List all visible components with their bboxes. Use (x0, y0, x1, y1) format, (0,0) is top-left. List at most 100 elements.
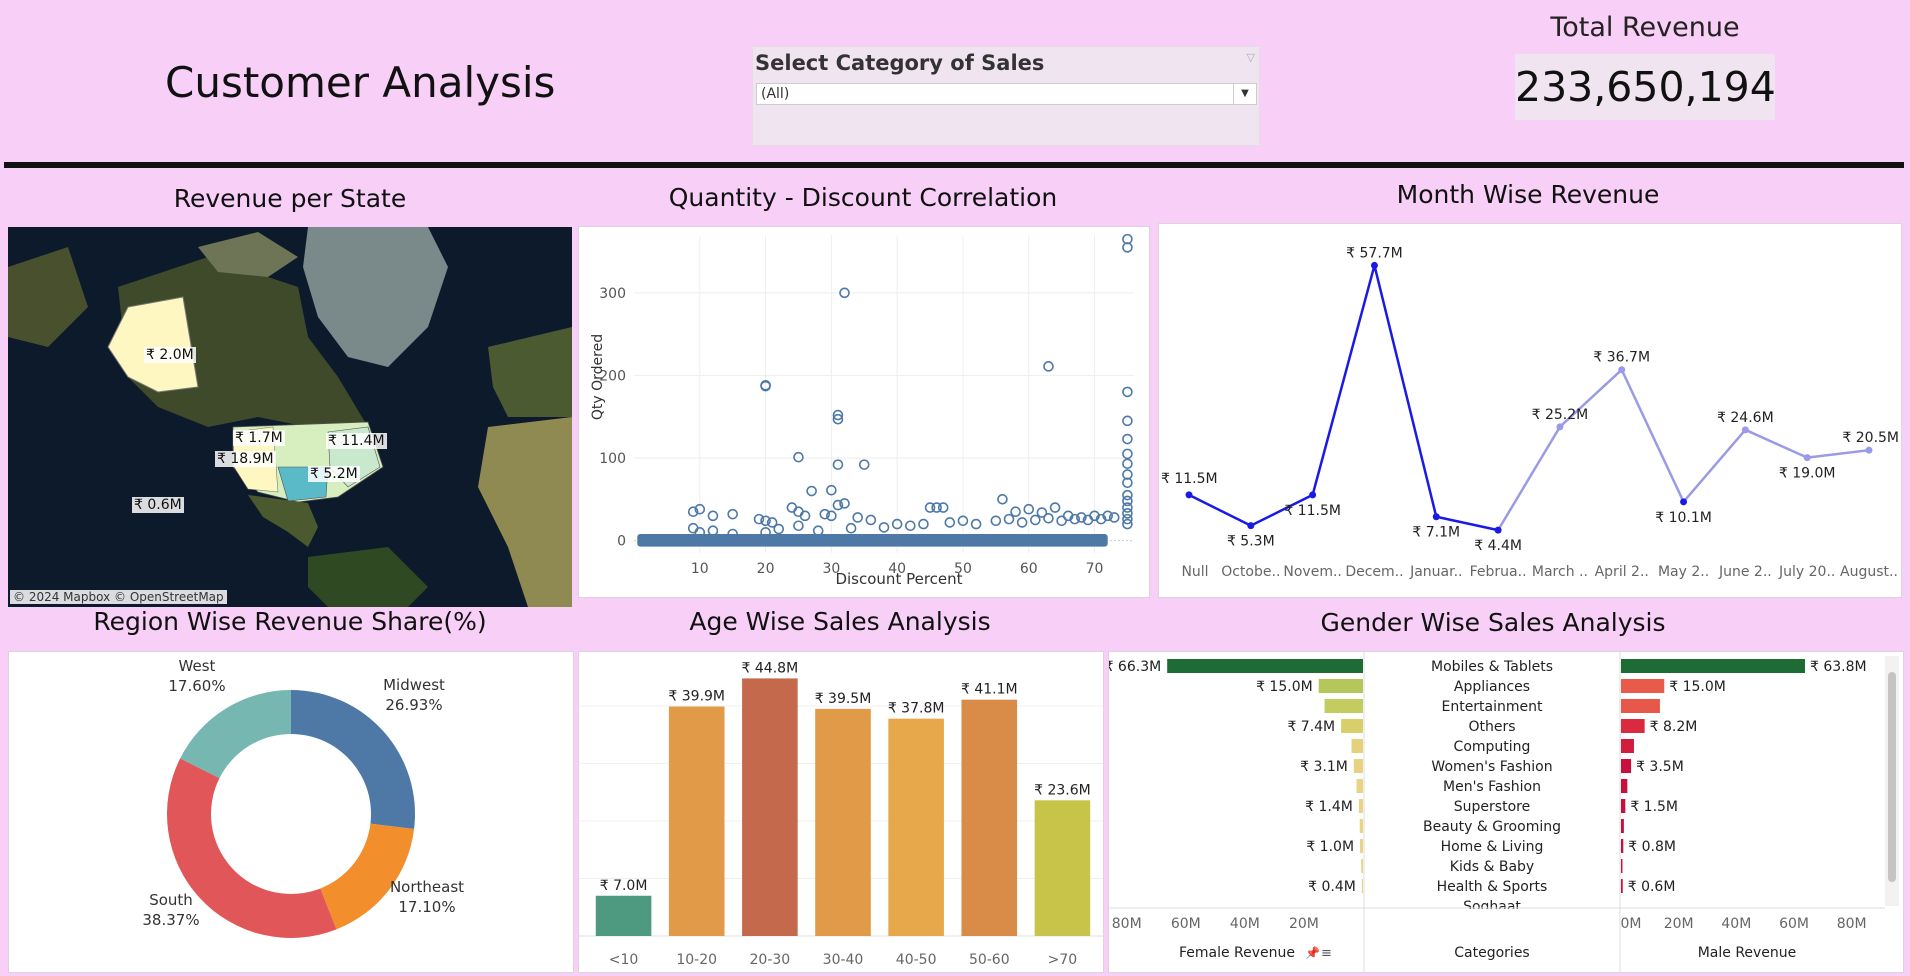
female-bar[interactable] (1359, 819, 1363, 833)
scatter-point[interactable] (1036, 507, 1048, 518)
gender-scrollbar-thumb[interactable] (1888, 672, 1896, 882)
age-bar[interactable] (961, 699, 1018, 936)
scatter-point[interactable] (806, 485, 817, 497)
scatter-point[interactable] (1076, 512, 1087, 523)
month-point[interactable] (1680, 498, 1688, 506)
scatter-point[interactable] (760, 380, 771, 392)
scatter-point[interactable] (1049, 502, 1061, 513)
scatter-point[interactable] (1122, 489, 1133, 501)
scatter-point[interactable] (865, 514, 877, 526)
scatter-point[interactable] (753, 513, 765, 525)
scatter-point[interactable] (687, 522, 699, 534)
scatter-point[interactable] (924, 502, 936, 513)
scatter-point[interactable] (687, 506, 699, 518)
male-bar[interactable] (1621, 839, 1624, 853)
revenue-map[interactable]: ₹ 2.0M ₹ 1.7M ₹ 11.4M ₹ 18.9M ₹ 5.2M ₹ 0… (8, 227, 572, 607)
scatter-point[interactable] (1003, 513, 1015, 525)
age-bar[interactable] (742, 678, 798, 936)
scatter-point[interactable] (766, 517, 778, 528)
donut-slice-west[interactable] (180, 690, 291, 779)
female-bar[interactable] (1361, 859, 1363, 873)
scatter-point[interactable] (694, 503, 706, 515)
scatter-point[interactable] (997, 494, 1008, 505)
male-bar[interactable] (1621, 859, 1623, 873)
scatter-point[interactable] (1122, 386, 1133, 398)
scatter-point[interactable] (727, 528, 738, 540)
scatter-point[interactable] (990, 515, 1002, 527)
scatter-point[interactable] (845, 522, 857, 534)
scatter-point[interactable] (1069, 513, 1081, 525)
scatter-point[interactable] (1095, 513, 1107, 525)
scatter-point[interactable] (727, 508, 738, 520)
chevron-down-icon[interactable]: ▼ (1233, 84, 1256, 104)
pin-icon[interactable]: 📌 (1305, 945, 1320, 960)
scatter-point[interactable] (1043, 513, 1054, 524)
scatter-point[interactable] (839, 287, 850, 299)
scatter-point[interactable] (1010, 506, 1021, 518)
month-point[interactable] (1309, 491, 1317, 499)
scatter-point[interactable] (832, 409, 844, 421)
month-point[interactable] (1432, 513, 1440, 521)
scatter-point[interactable] (826, 484, 837, 496)
scatter-point[interactable] (760, 515, 771, 527)
female-bar[interactable] (1341, 719, 1363, 733)
male-bar[interactable] (1621, 779, 1628, 793)
male-bar[interactable] (1621, 699, 1660, 713)
male-bar[interactable] (1621, 719, 1645, 733)
month-point[interactable] (1370, 261, 1378, 269)
scatter-point[interactable] (937, 502, 949, 513)
scatter-point[interactable] (1122, 508, 1133, 519)
age-bar[interactable] (815, 708, 871, 936)
scatter-point[interactable] (832, 459, 844, 470)
scatter-point[interactable] (832, 413, 844, 425)
scatter-point[interactable] (1108, 512, 1120, 523)
female-bar[interactable] (1360, 839, 1363, 853)
male-bar[interactable] (1621, 879, 1623, 893)
month-point[interactable] (1185, 491, 1193, 499)
scatter-point[interactable] (786, 502, 798, 513)
scatter-point[interactable] (1122, 502, 1133, 513)
scatter-point[interactable] (1056, 515, 1067, 527)
scatter-point[interactable] (1122, 495, 1133, 507)
donut-slice-south[interactable] (167, 758, 337, 938)
age-bar[interactable] (1034, 800, 1091, 936)
month-point[interactable] (1803, 454, 1811, 462)
female-bar[interactable] (1353, 759, 1363, 773)
scatter-point[interactable] (1122, 477, 1133, 489)
scatter-point[interactable] (832, 499, 844, 511)
scatter-point[interactable] (1023, 503, 1035, 515)
male-bar[interactable] (1621, 659, 1805, 673)
scatter-point[interactable] (1122, 433, 1133, 445)
scatter-point[interactable] (1122, 513, 1133, 525)
scatter-point[interactable] (799, 510, 811, 522)
female-bar[interactable] (1318, 679, 1363, 693)
scatter-point[interactable] (826, 510, 837, 522)
scatter-point[interactable] (773, 523, 785, 535)
scatter-point[interactable] (944, 517, 956, 528)
scatter-point[interactable] (970, 518, 982, 530)
male-bar[interactable] (1621, 679, 1665, 693)
female-bar[interactable] (1351, 739, 1363, 753)
sort-icon[interactable]: ≡ (1321, 946, 1332, 961)
scatter-point[interactable] (858, 459, 870, 470)
scatter-point[interactable] (793, 506, 804, 518)
scatter-point[interactable] (931, 502, 942, 513)
scatter-point[interactable] (918, 518, 929, 530)
scatter-point[interactable] (852, 512, 863, 523)
age-bar[interactable] (668, 706, 725, 936)
scatter-point[interactable] (707, 510, 719, 522)
age-bar[interactable] (595, 895, 652, 936)
month-point[interactable] (1618, 366, 1626, 374)
female-bar[interactable] (1356, 779, 1363, 793)
scatter-point[interactable] (793, 451, 804, 463)
scatter-point[interactable] (1122, 448, 1133, 460)
scatter-point[interactable] (707, 525, 719, 536)
female-bar[interactable] (1167, 659, 1363, 673)
scatter-point[interactable] (1030, 514, 1041, 526)
scatter-point[interactable] (760, 527, 771, 538)
month-point[interactable] (1865, 446, 1873, 454)
month-point[interactable] (1556, 423, 1564, 431)
female-bar[interactable] (1324, 699, 1363, 713)
scatter-point[interactable] (1122, 458, 1133, 470)
scatter-point[interactable] (878, 522, 890, 533)
